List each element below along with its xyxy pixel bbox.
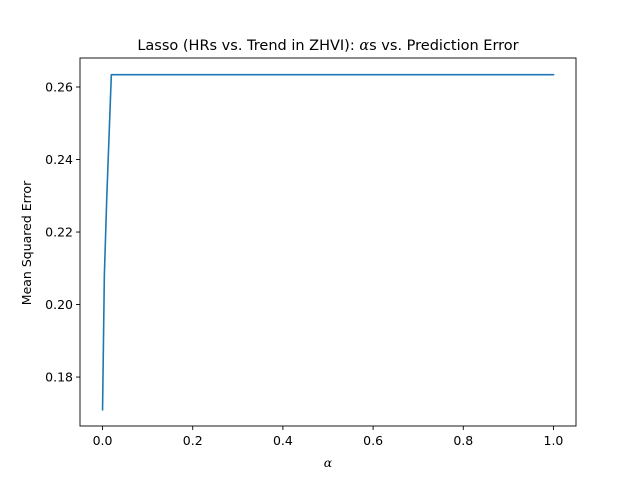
y-axis-label: Mean Squared Error [19, 180, 34, 305]
plot-frame [79, 57, 577, 427]
x-tick-label: 0.2 [183, 433, 203, 448]
x-axis-label: α [324, 455, 333, 470]
x-tick-label: 0.4 [273, 433, 293, 448]
chart-title: Lasso (HRs vs. Trend in ZHVI): αs vs. Pr… [137, 38, 518, 54]
y-tick-label: 0.24 [45, 152, 73, 167]
y-tick-label: 0.18 [45, 370, 73, 385]
x-tick-label: 0.0 [93, 433, 113, 448]
y-tick-label: 0.22 [45, 225, 73, 240]
plot-area [79, 57, 577, 427]
series-layer [101, 73, 555, 411]
x-tick-label: 0.8 [453, 433, 473, 448]
y-tick-label: 0.26 [45, 80, 73, 95]
series-line-mse [101, 73, 555, 411]
y-axis-ticks: 0.18 0.20 0.22 0.24 0.26 [45, 80, 80, 385]
x-tick-label: 1.0 [544, 433, 564, 448]
x-axis-ticks: 0.0 0.2 0.4 0.6 0.8 1.0 [93, 426, 564, 448]
chart-title-group: Lasso (HRs vs. Trend in ZHVI): αs vs. Pr… [137, 38, 518, 54]
x-tick-label: 0.6 [363, 433, 383, 448]
y-tick-label: 0.20 [45, 297, 73, 312]
